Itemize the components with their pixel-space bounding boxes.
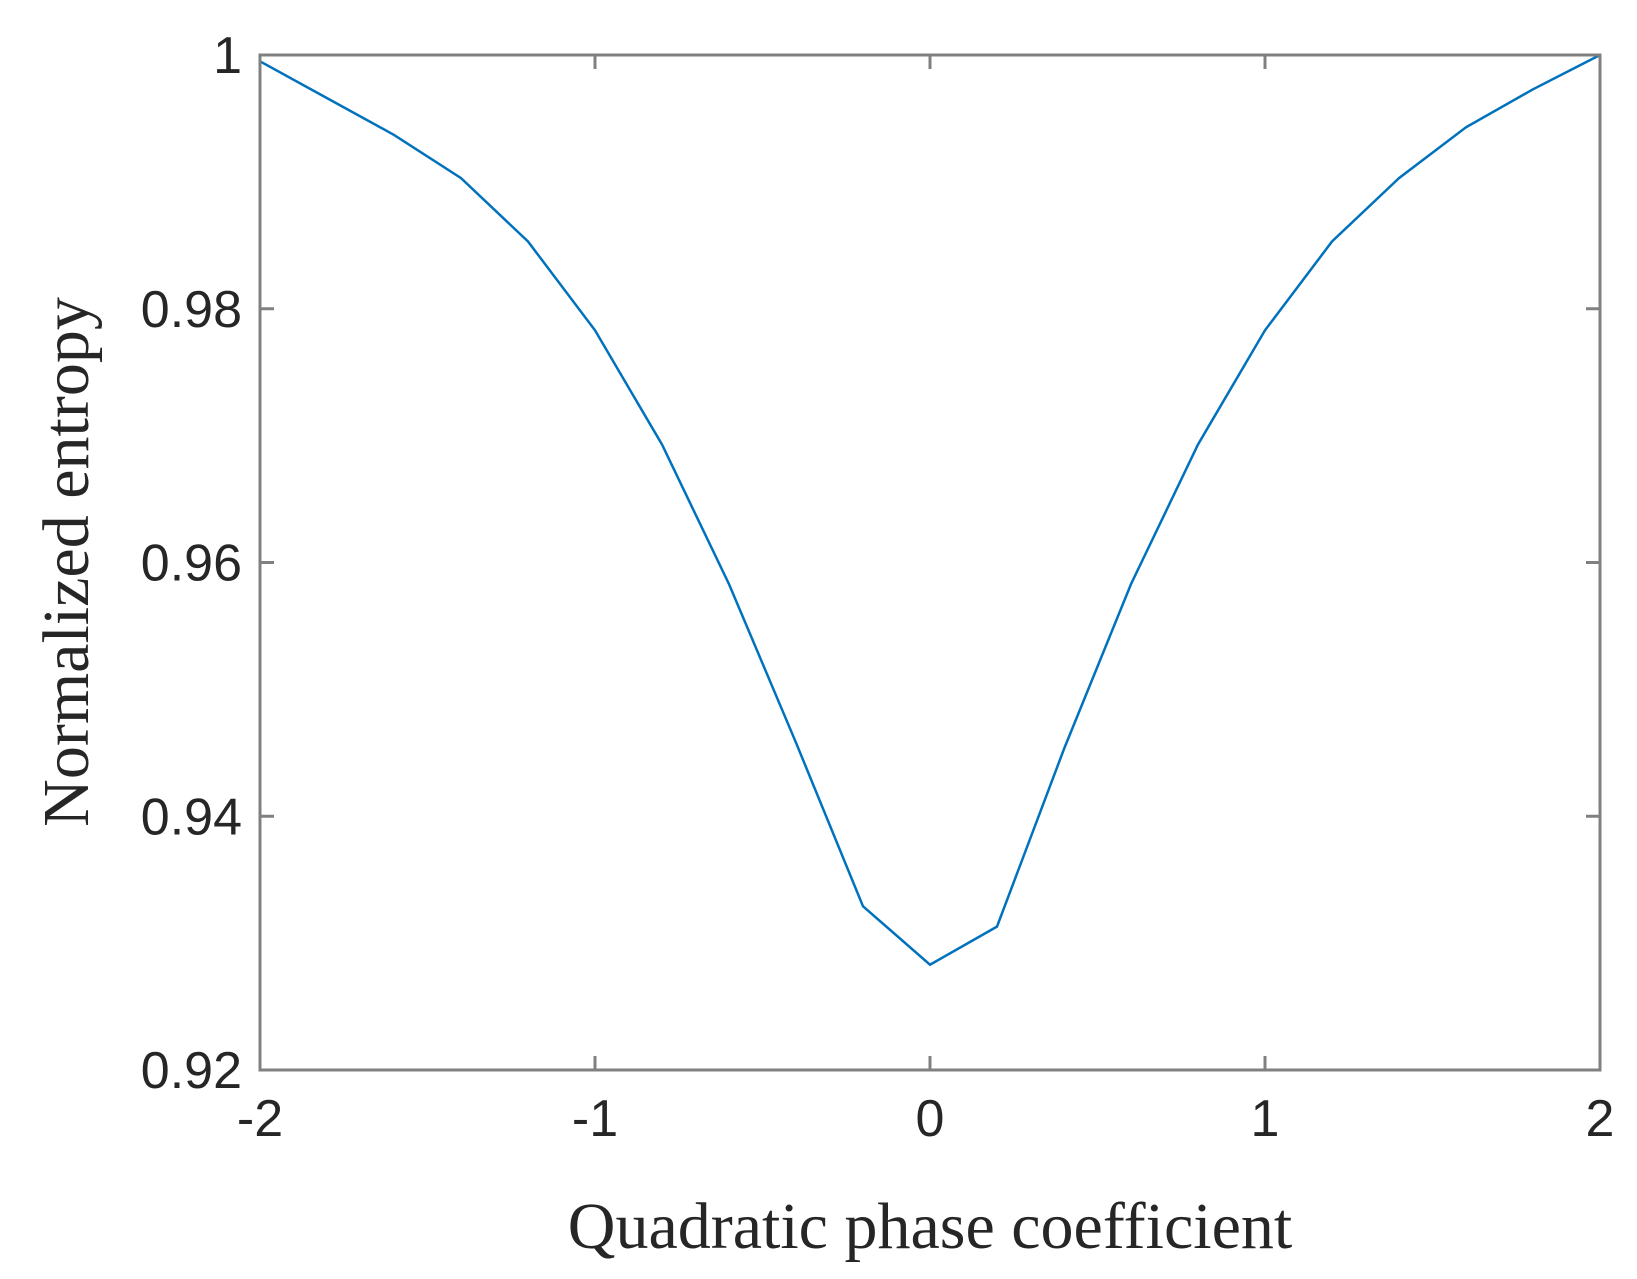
- x-tick-label: 1: [1251, 1090, 1280, 1148]
- data-point: [526, 240, 530, 244]
- data-point: [1196, 443, 1200, 447]
- data-point: [1330, 240, 1334, 244]
- data-point: [1598, 53, 1602, 57]
- x-tick-label: -1: [572, 1090, 618, 1148]
- x-axis-label: Quadratic phase coefficient: [568, 1190, 1292, 1263]
- y-tick-label: 0.98: [141, 281, 242, 339]
- data-point: [794, 741, 798, 745]
- x-tick-labels: -2 -1 0 1 2: [237, 1090, 1615, 1148]
- series-line: [259, 53, 1601, 967]
- x-tick-label: -2: [237, 1090, 283, 1148]
- plot-background: [260, 55, 1600, 1070]
- y-tick-label: 0.92: [141, 1042, 242, 1100]
- y-tick-label: 0.94: [141, 788, 242, 846]
- x-tick-label: 0: [916, 1090, 945, 1148]
- data-point: [459, 176, 463, 180]
- y-tick-label: 1: [213, 27, 242, 85]
- y-tick-labels: 0.92 0.94 0.96 0.98 1: [141, 27, 242, 1100]
- data-point: [325, 96, 329, 100]
- data-point: [1464, 125, 1468, 129]
- data-point: [1263, 328, 1267, 332]
- x-tick-label: 2: [1586, 1090, 1615, 1148]
- data-point: [1531, 87, 1535, 91]
- data-point: [727, 582, 731, 586]
- plot-frame: [258, 53, 1602, 1072]
- data-point: [1397, 176, 1401, 180]
- data-point: [1129, 582, 1133, 586]
- data-point: [861, 904, 865, 908]
- data-point: [995, 925, 999, 929]
- data-point: [660, 443, 664, 447]
- data-point: [392, 133, 396, 137]
- data-point: [928, 963, 932, 967]
- data-point: [258, 59, 262, 63]
- y-axis-label: Normalized entropy: [30, 297, 103, 827]
- data-point: [593, 328, 597, 332]
- y-tick-label: 0.96: [141, 535, 242, 593]
- data-point: [1062, 747, 1066, 751]
